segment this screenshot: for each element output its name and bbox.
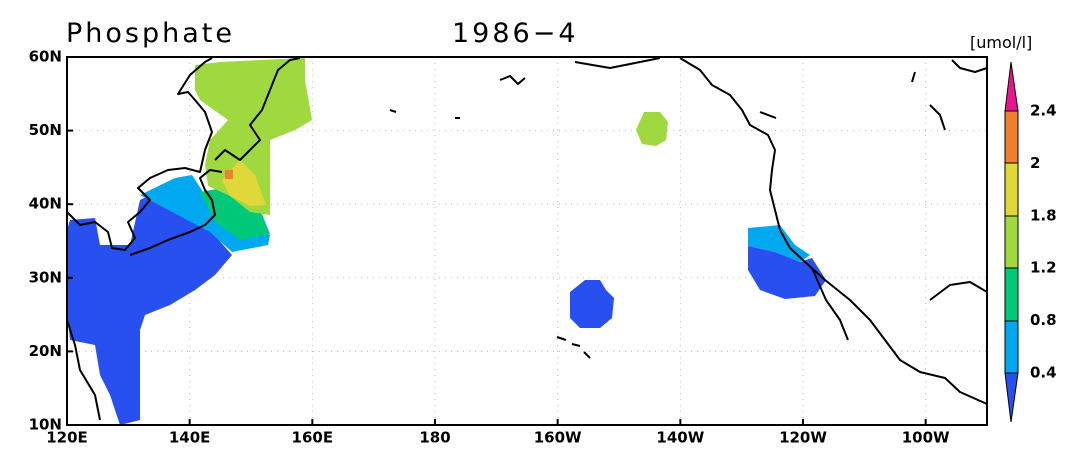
coastlines [66,57,988,421]
x-tick-label: 120W [779,429,827,447]
map-title: Phosphate [66,18,235,49]
x-tick-label: 180 [419,429,450,447]
colorbar-label: 0.4 [1030,364,1057,382]
axis-labels: 120E 140E 160E 180 160W 140W 120W 100W 10N 20N 30N… [29,48,1057,447]
y-tick-label: 30N [29,268,62,286]
x-tick-label: 100W [902,429,950,447]
colorbar-label: 1.8 [1030,206,1057,224]
colorbar [1004,61,1019,423]
colorbar-label: 2.4 [1030,102,1057,120]
map-date: 1986−4 [452,18,579,49]
colorbar-label: 2 [1030,154,1040,172]
y-tick-label: 10N [29,416,62,434]
field [67,58,826,425]
x-tick-label: 160W [534,429,582,447]
grid [67,57,987,425]
map-frame [66,56,988,426]
x-tick-label: 140E [169,429,211,447]
colorbar-label: 1.2 [1030,259,1057,277]
y-tick-label: 20N [29,342,62,360]
y-tick-label: 50N [29,121,62,139]
x-tick-label: 120E [46,429,88,447]
y-tick-label: 40N [29,195,62,213]
y-tick-label: 60N [29,48,62,66]
x-tick-label: 140W [656,429,704,447]
unit-label: [umol/l] [970,33,1032,52]
x-tick-label: 160E [292,429,334,447]
colorbar-label: 0.8 [1030,311,1057,329]
